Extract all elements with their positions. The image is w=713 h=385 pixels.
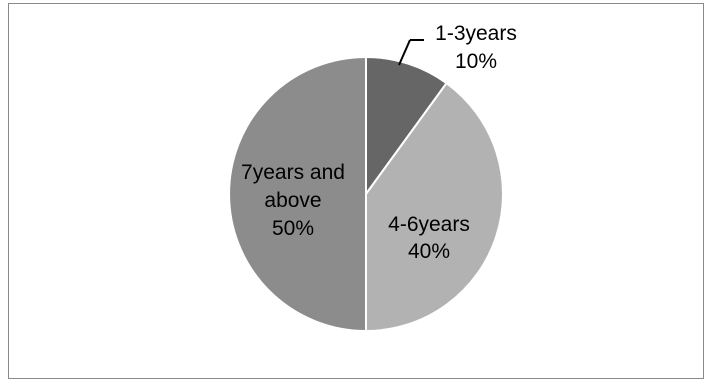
label-4-6years-name: 4-6years	[388, 213, 470, 236]
pie-slice-7years-and-above	[228, 55, 367, 333]
pie-slice-1-3years	[365, 55, 448, 198]
label-7years-percent: 50%	[272, 217, 314, 240]
label-7years-name-line1: 7years and	[241, 161, 345, 184]
label-1-3years-name: 1-3years	[435, 22, 517, 45]
label-4-6years-percent: 40%	[408, 240, 450, 263]
label-7years-name-line2: above	[264, 189, 321, 212]
leader-line-1-3years	[398, 39, 411, 66]
pie-slice-4-6years	[365, 81, 504, 333]
label-1-3years-percent: 10%	[455, 50, 497, 73]
